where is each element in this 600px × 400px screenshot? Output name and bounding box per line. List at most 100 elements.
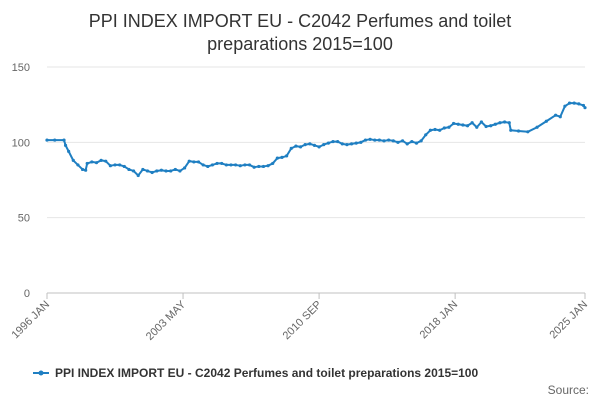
data-point[interactable] — [581, 103, 586, 108]
data-point[interactable] — [141, 167, 145, 172]
data-point[interactable] — [85, 161, 89, 166]
data-point[interactable] — [298, 145, 303, 149]
data-point[interactable] — [577, 102, 581, 106]
data-point[interactable] — [229, 163, 233, 167]
data-point[interactable] — [118, 163, 122, 167]
data-point[interactable] — [62, 138, 66, 142]
data-point[interactable] — [145, 169, 150, 173]
data-point[interactable] — [131, 169, 136, 173]
legend[interactable]: PPI INDEX IMPORT EU - C2042 Perfumes and… — [33, 366, 478, 380]
data-point[interactable] — [465, 124, 470, 128]
data-point[interactable] — [558, 115, 562, 119]
data-point[interactable] — [509, 128, 513, 132]
data-point[interactable] — [572, 101, 576, 105]
data-point[interactable] — [322, 142, 326, 147]
data-point[interactable] — [451, 121, 456, 126]
data-point[interactable] — [345, 142, 349, 147]
data-point[interactable] — [475, 125, 479, 129]
data-point[interactable] — [150, 170, 154, 175]
data-point[interactable] — [498, 121, 502, 125]
data-point[interactable] — [178, 169, 182, 173]
data-point[interactable] — [215, 161, 219, 166]
data-point[interactable] — [363, 138, 368, 142]
data-point[interactable] — [359, 140, 363, 144]
data-point[interactable] — [155, 169, 159, 173]
data-point[interactable] — [312, 143, 317, 147]
data-point[interactable] — [489, 124, 493, 128]
data-point[interactable] — [544, 119, 548, 123]
data-point[interactable] — [294, 144, 298, 148]
data-point[interactable] — [507, 121, 511, 125]
data-point[interactable] — [414, 141, 419, 145]
data-point[interactable] — [583, 106, 587, 110]
data-point[interactable] — [187, 159, 191, 163]
data-point[interactable] — [331, 139, 335, 144]
data-point[interactable] — [238, 164, 242, 168]
data-point[interactable] — [90, 160, 94, 164]
data-point[interactable] — [266, 164, 270, 168]
data-point[interactable] — [261, 164, 266, 169]
data-point[interactable] — [289, 146, 293, 150]
data-point[interactable] — [71, 158, 75, 163]
data-point[interactable] — [80, 167, 85, 172]
data-point[interactable] — [196, 160, 201, 164]
data-point[interactable] — [192, 160, 196, 164]
data-point[interactable] — [368, 137, 372, 141]
data-point[interactable] — [201, 163, 205, 167]
data-point[interactable] — [122, 164, 126, 169]
data-point[interactable] — [479, 120, 484, 124]
data-point[interactable] — [391, 139, 395, 143]
data-point[interactable] — [108, 164, 112, 168]
data-point[interactable] — [99, 158, 103, 163]
data-point[interactable] — [535, 125, 539, 129]
data-point[interactable] — [410, 139, 414, 144]
data-point[interactable] — [340, 142, 344, 146]
data-point[interactable] — [53, 138, 57, 142]
data-point[interactable] — [382, 139, 386, 143]
data-point[interactable] — [234, 163, 238, 167]
data-point[interactable] — [220, 161, 224, 166]
data-point[interactable] — [396, 140, 400, 144]
data-point[interactable] — [159, 168, 163, 172]
data-point[interactable] — [428, 128, 432, 132]
data-point[interactable] — [257, 164, 261, 169]
data-point[interactable] — [113, 163, 117, 167]
data-point[interactable] — [526, 130, 530, 134]
data-point[interactable] — [243, 163, 247, 167]
data-point[interactable] — [516, 129, 521, 133]
data-point[interactable] — [563, 104, 567, 108]
data-point[interactable] — [206, 164, 210, 169]
data-point[interactable] — [67, 149, 71, 153]
data-point[interactable] — [336, 139, 340, 144]
data-point[interactable] — [136, 173, 140, 178]
data-point[interactable] — [84, 168, 88, 172]
data-point[interactable] — [104, 159, 108, 163]
data-point[interactable] — [419, 139, 423, 143]
data-point[interactable] — [456, 122, 460, 126]
data-point[interactable] — [567, 101, 572, 105]
data-point[interactable] — [303, 142, 307, 147]
data-point[interactable] — [387, 138, 391, 142]
data-point[interactable] — [424, 133, 428, 137]
data-point[interactable] — [433, 127, 437, 132]
data-point[interactable] — [442, 126, 446, 130]
data-point[interactable] — [377, 138, 381, 142]
data-point[interactable] — [63, 143, 68, 147]
data-point[interactable] — [164, 169, 168, 173]
data-point[interactable] — [271, 161, 275, 166]
data-point[interactable] — [354, 141, 358, 145]
data-point[interactable] — [554, 113, 558, 117]
data-point[interactable] — [484, 124, 488, 129]
data-point[interactable] — [349, 142, 354, 146]
data-point[interactable] — [470, 121, 474, 125]
data-point[interactable] — [210, 163, 215, 167]
data-point[interactable] — [182, 166, 187, 170]
data-point[interactable] — [317, 145, 321, 149]
data-point[interactable] — [400, 139, 405, 143]
data-point[interactable] — [493, 122, 497, 126]
data-point[interactable] — [280, 155, 284, 159]
data-point[interactable] — [308, 142, 312, 146]
data-point[interactable] — [461, 123, 465, 127]
data-point[interactable] — [127, 167, 131, 172]
data-point[interactable] — [405, 142, 409, 146]
